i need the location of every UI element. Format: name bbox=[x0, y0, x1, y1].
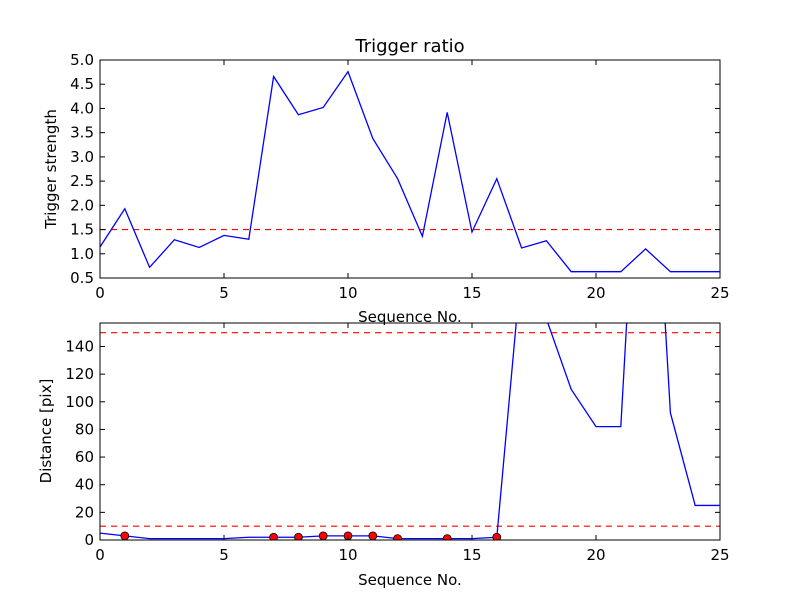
top-y-tick-label: 4.0 bbox=[70, 99, 94, 117]
top-x-tick-label: 20 bbox=[586, 284, 605, 302]
bottom-x-tick-label: 25 bbox=[710, 546, 729, 564]
bottom-data-marker bbox=[294, 532, 303, 540]
bottom-y-tick-label: 120 bbox=[65, 365, 94, 383]
bottom-y-tick-label: 100 bbox=[65, 393, 94, 411]
top-plot-area bbox=[100, 70, 720, 273]
bottom-x-tick-label: 10 bbox=[338, 546, 357, 564]
top-y-tick-label: 3.5 bbox=[70, 124, 94, 142]
bottom-y-tick-label: 80 bbox=[75, 420, 94, 438]
bottom-data-marker bbox=[368, 531, 378, 540]
top-x-tick-label: 25 bbox=[710, 284, 729, 302]
top-y-tick-label: 0.5 bbox=[70, 269, 94, 287]
chart-title: Trigger ratio bbox=[354, 36, 464, 57]
bottom-data-marker bbox=[393, 534, 402, 540]
top-x-axis-label: Sequence No. bbox=[358, 308, 462, 326]
top-y-tick-label: 2.0 bbox=[70, 196, 94, 214]
top-y-tick-label: 2.5 bbox=[70, 172, 94, 190]
top-axes-frame bbox=[99, 59, 721, 279]
top-y-axis-label: Trigger strength bbox=[42, 109, 60, 230]
bottom-y-tick-label: 140 bbox=[65, 337, 94, 355]
top-x-tick-label: 0 bbox=[95, 284, 105, 302]
top-series-line bbox=[100, 70, 720, 273]
bottom-y-tick-label: 0 bbox=[84, 531, 94, 549]
bottom-plot-area bbox=[100, 323, 720, 540]
bottom-x-axis-label: Sequence No. bbox=[358, 571, 462, 589]
bottom-y-axis-label: Distance [pix] bbox=[37, 379, 55, 484]
top-y-tick-label: 1.0 bbox=[70, 245, 94, 263]
top-y-tick-label: 4.5 bbox=[70, 75, 94, 93]
bottom-x-tick-label: 15 bbox=[462, 546, 481, 564]
bottom-y-tick-label: 20 bbox=[75, 503, 94, 521]
bottom-x-tick-label: 20 bbox=[586, 546, 605, 564]
bottom-axes-frame bbox=[99, 322, 721, 541]
bottom-data-marker bbox=[318, 531, 328, 540]
bottom-x-tick-label: 0 bbox=[95, 546, 105, 564]
bottom-x-tick-label: 5 bbox=[219, 546, 229, 564]
bottom-y-tick-label: 40 bbox=[75, 476, 94, 494]
top-x-tick-label: 15 bbox=[462, 284, 481, 302]
top-y-tick-label: 3.0 bbox=[70, 148, 94, 166]
top-x-tick-label: 5 bbox=[219, 284, 229, 302]
bottom-series-line bbox=[100, 323, 720, 540]
top-y-tick-label: 1.5 bbox=[70, 221, 94, 239]
bottom-data-marker bbox=[442, 534, 452, 540]
bottom-data-marker bbox=[492, 532, 502, 540]
bottom-data-marker bbox=[120, 531, 130, 540]
bottom-y-tick-label: 60 bbox=[75, 448, 94, 466]
top-x-tick-label: 10 bbox=[338, 284, 357, 302]
top-y-tick-label: 5.0 bbox=[70, 51, 94, 69]
bottom-data-marker bbox=[269, 532, 278, 540]
